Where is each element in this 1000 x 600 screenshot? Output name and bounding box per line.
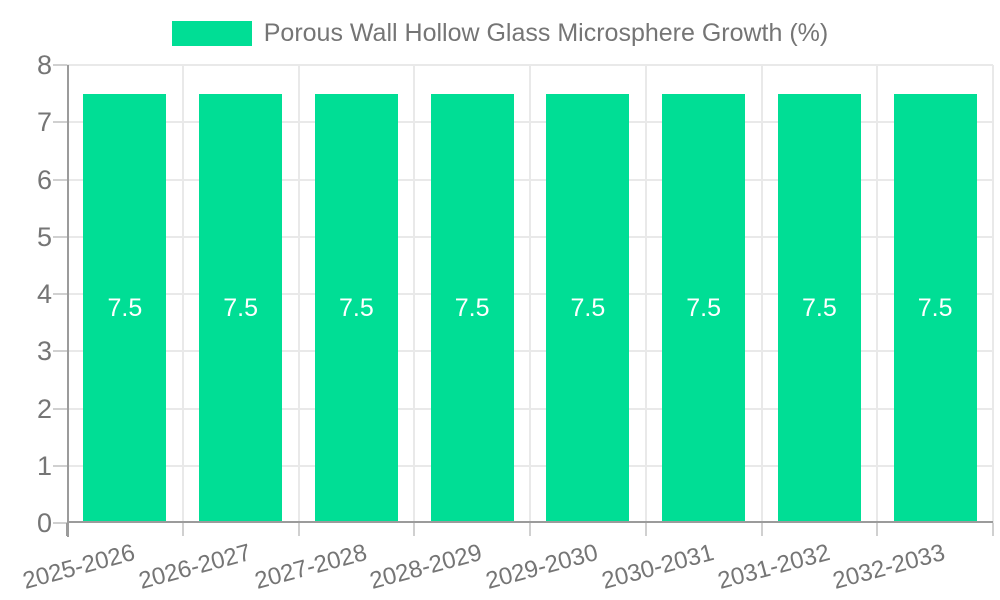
y-tick-label: 5 bbox=[36, 221, 52, 252]
bar-2030-2031[interactable]: 7.5 bbox=[662, 93, 746, 523]
x-tick-label: 2032-2033 bbox=[830, 539, 949, 595]
v-gridline bbox=[876, 65, 879, 523]
y-tick bbox=[53, 350, 67, 353]
bar-value-label: 7.5 bbox=[454, 293, 490, 322]
y-tick-label: 1 bbox=[36, 450, 52, 481]
x-tick-label: 2030-2031 bbox=[598, 539, 717, 595]
bar-value-label: 7.5 bbox=[107, 293, 143, 322]
bar-value-label: 7.5 bbox=[338, 293, 374, 322]
v-gridline bbox=[992, 65, 994, 523]
x-tick bbox=[644, 523, 647, 536]
y-tick bbox=[53, 235, 67, 238]
y-tick-label: 8 bbox=[36, 50, 52, 80]
y-tick bbox=[53, 293, 67, 295]
y-tick-label: 0 bbox=[36, 508, 52, 538]
x-tick bbox=[760, 523, 763, 536]
x-tick bbox=[992, 523, 994, 536]
legend-swatch bbox=[171, 21, 252, 46]
v-gridline bbox=[760, 65, 763, 523]
y-tick-label: 3 bbox=[36, 336, 52, 367]
bar-value-label: 7.5 bbox=[917, 293, 953, 322]
bar-value-label: 7.5 bbox=[686, 293, 721, 322]
x-tick-label: 2028-2029 bbox=[367, 539, 486, 595]
v-gridline bbox=[529, 65, 531, 523]
y-tick-label: 2 bbox=[36, 393, 52, 424]
x-axis-line bbox=[67, 521, 993, 523]
bar-value-label: 7.5 bbox=[570, 293, 606, 322]
y-tick-label: 6 bbox=[36, 164, 52, 195]
y-tick bbox=[53, 64, 67, 66]
v-gridline bbox=[644, 65, 647, 523]
x-tick bbox=[413, 523, 416, 536]
y-tick-label: 4 bbox=[36, 279, 52, 309]
x-tick bbox=[297, 523, 300, 536]
y-tick bbox=[53, 407, 67, 410]
y-tick bbox=[53, 522, 67, 524]
bar-2027-2028[interactable]: 7.5 bbox=[314, 93, 398, 523]
y-tick-label: 7 bbox=[36, 107, 52, 138]
legend-label: Porous Wall Hollow Glass Microsphere Gro… bbox=[263, 19, 829, 47]
bar-2025-2026[interactable]: 7.5 bbox=[83, 93, 167, 523]
bar-2029-2030[interactable]: 7.5 bbox=[546, 93, 630, 523]
bar-value-label: 7.5 bbox=[801, 293, 837, 322]
y-axis-line bbox=[67, 65, 69, 537]
x-tick-label: 2031-2032 bbox=[714, 539, 833, 595]
bar-2031-2032[interactable]: 7.5 bbox=[777, 93, 861, 523]
y-tick bbox=[53, 121, 67, 124]
bar-2032-2033[interactable]: 7.5 bbox=[893, 93, 977, 523]
chart-legend[interactable]: Porous Wall Hollow Glass Microsphere Gro… bbox=[0, 21, 1000, 46]
y-tick bbox=[53, 178, 67, 181]
bar-value-label: 7.5 bbox=[223, 293, 258, 322]
x-tick bbox=[181, 523, 184, 536]
y-tick bbox=[53, 464, 67, 467]
bar-2028-2029[interactable]: 7.5 bbox=[430, 93, 514, 523]
x-tick-label: 2027-2028 bbox=[251, 539, 370, 595]
x-tick bbox=[876, 523, 879, 536]
v-gridline bbox=[297, 65, 300, 523]
v-gridline bbox=[181, 65, 184, 523]
v-gridline bbox=[413, 65, 416, 523]
x-tick-label: 2029-2030 bbox=[483, 539, 601, 595]
x-tick-label: 2025-2026 bbox=[20, 539, 138, 595]
x-tick-label: 2026-2027 bbox=[135, 539, 254, 595]
plot-area: 7.5 7.5 7.5 7.5 7.5 7.5 7.5 7.5 bbox=[67, 64, 994, 537]
x-tick bbox=[529, 523, 531, 536]
bar-2026-2027[interactable]: 7.5 bbox=[199, 93, 283, 523]
